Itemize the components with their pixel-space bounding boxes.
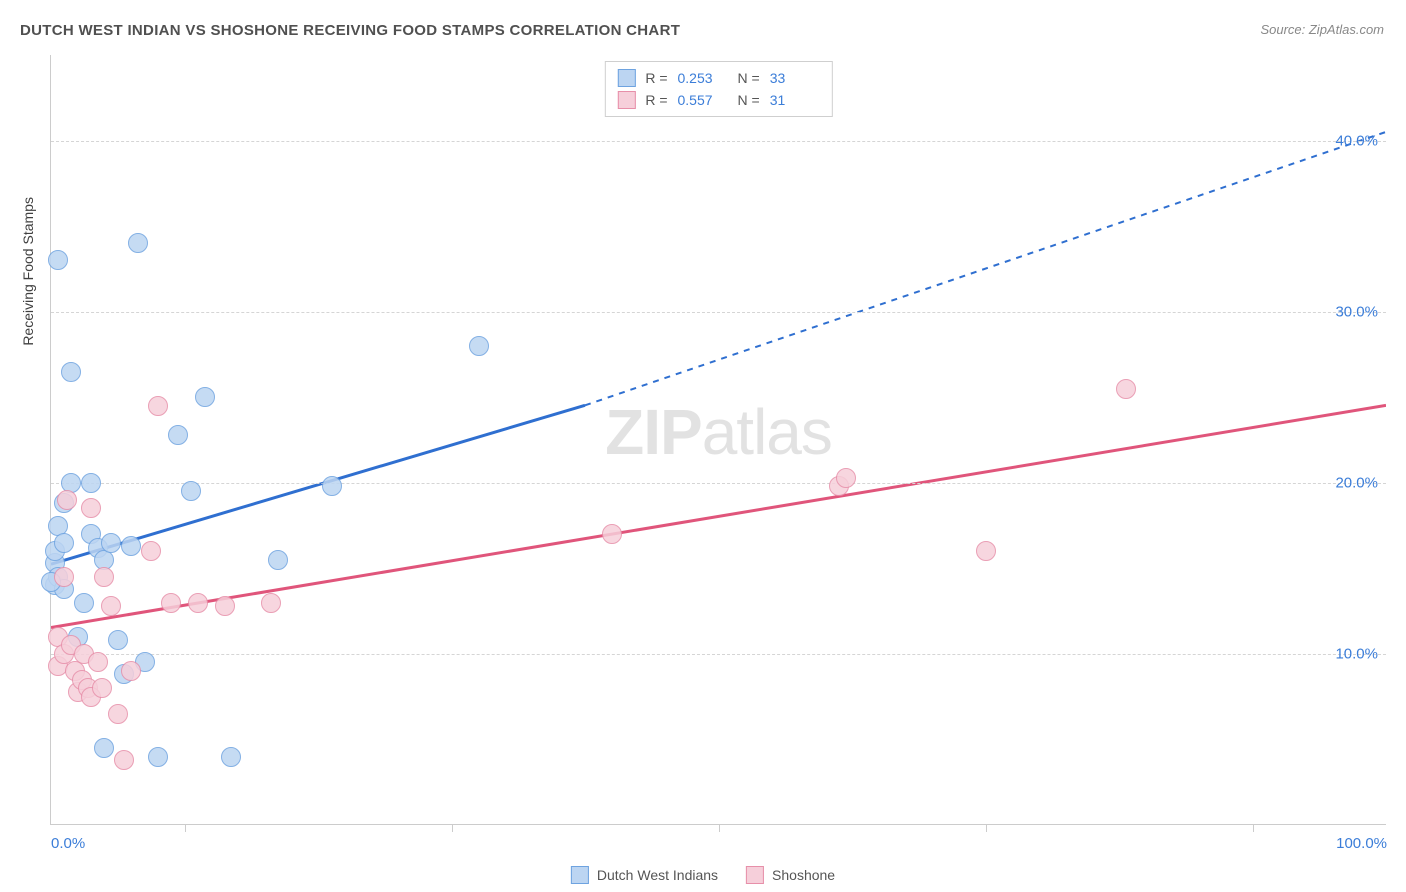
- data-point: [74, 593, 94, 613]
- data-point: [976, 541, 996, 561]
- data-point: [54, 567, 74, 587]
- data-point: [215, 596, 235, 616]
- data-point: [148, 396, 168, 416]
- data-point: [94, 738, 114, 758]
- data-point: [268, 550, 288, 570]
- trend-line-dashed: [585, 132, 1386, 405]
- data-point: [94, 567, 114, 587]
- data-point: [261, 593, 281, 613]
- watermark-bold: ZIP: [605, 396, 702, 468]
- data-point: [161, 593, 181, 613]
- data-point: [168, 425, 188, 445]
- chart-container: DUTCH WEST INDIAN VS SHOSHONE RECEIVING …: [0, 0, 1406, 892]
- data-point: [101, 596, 121, 616]
- data-point: [81, 498, 101, 518]
- x-tick-mark: [1253, 824, 1254, 832]
- legend-label-series-0: Dutch West Indians: [597, 867, 718, 883]
- data-point: [101, 533, 121, 553]
- data-point: [61, 362, 81, 382]
- stat-label-n: N =: [738, 67, 760, 89]
- data-point: [121, 661, 141, 681]
- data-point: [54, 533, 74, 553]
- trend-lines-svg: [51, 55, 1386, 824]
- data-point: [1116, 379, 1136, 399]
- stat-label-r: R =: [645, 89, 667, 111]
- watermark-light: atlas: [702, 396, 832, 468]
- source-attribution: Source: ZipAtlas.com: [1260, 22, 1384, 37]
- legend-swatch-series-0: [571, 866, 589, 884]
- stat-value-n-0: 33: [770, 67, 820, 89]
- data-point: [81, 473, 101, 493]
- stats-row-series-0: R = 0.253 N = 33: [617, 67, 819, 89]
- data-point: [188, 593, 208, 613]
- data-point: [108, 704, 128, 724]
- stats-row-series-1: R = 0.557 N = 31: [617, 89, 819, 111]
- trend-line-solid: [51, 405, 1386, 627]
- x-tick-mark: [986, 824, 987, 832]
- y-axis-label: Receiving Food Stamps: [20, 197, 36, 346]
- stat-value-n-1: 31: [770, 89, 820, 111]
- gridline-h: [51, 141, 1386, 142]
- legend-item-series-1: Shoshone: [746, 866, 835, 884]
- stat-value-r-1: 0.557: [678, 89, 728, 111]
- data-point: [181, 481, 201, 501]
- stat-label-n: N =: [738, 89, 760, 111]
- y-tick-label: 10.0%: [1335, 645, 1378, 662]
- data-point: [836, 468, 856, 488]
- chart-title: DUTCH WEST INDIAN VS SHOSHONE RECEIVING …: [20, 22, 680, 39]
- x-tick-mark: [185, 824, 186, 832]
- x-tick-label: 0.0%: [51, 835, 85, 852]
- data-point: [195, 387, 215, 407]
- x-tick-mark: [452, 824, 453, 832]
- data-point: [128, 233, 148, 253]
- x-tick-mark: [719, 824, 720, 832]
- x-tick-label: 100.0%: [1336, 835, 1387, 852]
- legend-item-series-0: Dutch West Indians: [571, 866, 718, 884]
- y-tick-label: 20.0%: [1335, 474, 1378, 491]
- y-tick-label: 40.0%: [1335, 132, 1378, 149]
- data-point: [148, 747, 168, 767]
- data-point: [88, 652, 108, 672]
- bottom-legend: Dutch West Indians Shoshone: [571, 866, 835, 884]
- plot-area: ZIPatlas R = 0.253 N = 33 R = 0.557 N = …: [50, 55, 1386, 825]
- stat-value-r-0: 0.253: [678, 67, 728, 89]
- data-point: [469, 336, 489, 356]
- legend-swatch-series-1: [617, 91, 635, 109]
- data-point: [322, 476, 342, 496]
- stats-legend: R = 0.253 N = 33 R = 0.557 N = 31: [604, 61, 832, 117]
- gridline-h: [51, 483, 1386, 484]
- data-point: [141, 541, 161, 561]
- data-point: [114, 750, 134, 770]
- gridline-h: [51, 312, 1386, 313]
- watermark: ZIPatlas: [605, 395, 832, 469]
- stat-label-r: R =: [645, 67, 667, 89]
- data-point: [92, 678, 112, 698]
- data-point: [108, 630, 128, 650]
- legend-swatch-series-0: [617, 69, 635, 87]
- legend-swatch-series-1: [746, 866, 764, 884]
- data-point: [57, 490, 77, 510]
- data-point: [48, 250, 68, 270]
- data-point: [602, 524, 622, 544]
- data-point: [121, 536, 141, 556]
- legend-label-series-1: Shoshone: [772, 867, 835, 883]
- y-tick-label: 30.0%: [1335, 303, 1378, 320]
- data-point: [221, 747, 241, 767]
- gridline-h: [51, 654, 1386, 655]
